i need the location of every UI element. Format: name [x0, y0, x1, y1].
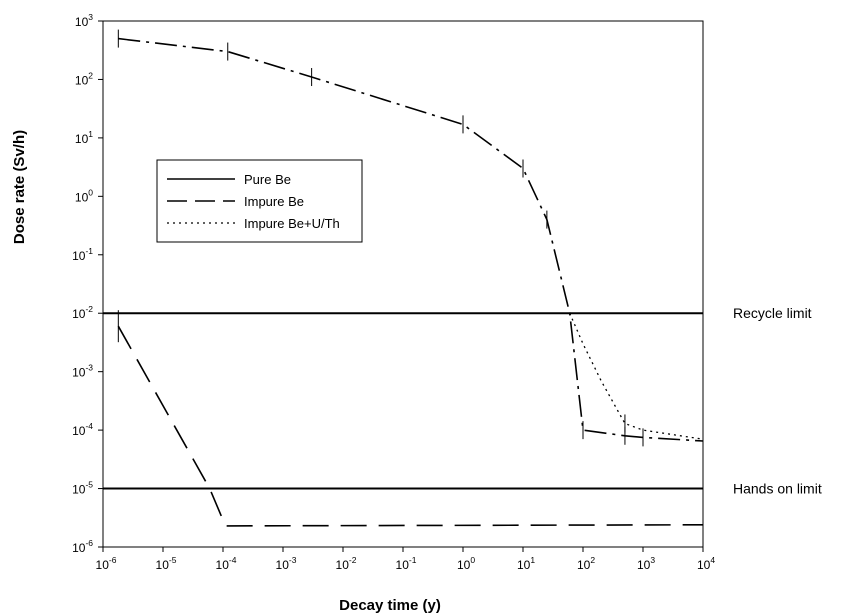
y-tick-label-base: 10 [72, 307, 86, 321]
legend-label: Impure Be+U/Th [244, 216, 340, 231]
x-tick-label-exponent: -1 [409, 555, 417, 565]
plot-frame [102, 20, 704, 548]
y-tick-label-base: 10 [75, 190, 89, 204]
y-tick-label-base: 10 [72, 541, 86, 555]
y-tick-label-exponent: 3 [88, 12, 93, 22]
y-tick-label: 10-6 [72, 538, 93, 555]
y-tick-label-base: 10 [72, 249, 86, 263]
x-tick-label-base: 10 [216, 558, 230, 572]
y-tick-label-base: 10 [72, 366, 86, 380]
reference-line-label: Recycle limit [733, 305, 812, 321]
x-axis-title: Decay time (y) [339, 597, 441, 614]
y-tick-label-base: 10 [75, 15, 89, 29]
y-tick-label: 101 [75, 129, 93, 146]
x-tick-label-exponent: -6 [109, 555, 117, 565]
y-tick-label: 10-5 [72, 480, 93, 497]
legend-label: Impure Be [244, 194, 304, 209]
x-tick-label-base: 10 [637, 558, 651, 572]
x-tick-label: 10-4 [216, 555, 237, 572]
series-line [569, 312, 704, 440]
x-tick-label: 10-2 [336, 555, 357, 572]
x-tick-label: 10-1 [396, 555, 417, 572]
x-tick-label-base: 10 [276, 558, 290, 572]
x-tick-label-exponent: 2 [590, 555, 595, 565]
x-tick-label-base: 10 [96, 558, 110, 572]
x-tick-label-exponent: 1 [530, 555, 535, 565]
y-tick-label: 10-3 [72, 363, 93, 380]
x-tick-label-exponent: 4 [710, 555, 715, 565]
x-axis-ticks: 10-6 10-5 10-4 10-3 10-2 10-1 100 101 102 103 104 [96, 547, 715, 572]
x-tick-label: 10-3 [276, 555, 297, 572]
y-tick-label-exponent: -6 [85, 538, 93, 548]
y-tick-label: 100 [75, 187, 93, 204]
legend: Pure Be Impure Be Impure Be+U/Th [156, 159, 363, 243]
y-tick-label: 10-2 [72, 304, 93, 321]
y-tick-label: 10-4 [72, 421, 93, 438]
x-tick-label: 104 [697, 555, 715, 572]
x-tick-label-exponent: -5 [169, 555, 177, 565]
y-tick-label-base: 10 [75, 132, 89, 146]
plot-area-border [102, 20, 704, 548]
series-3 [569, 312, 704, 440]
series-layer [117, 29, 704, 527]
y-tick-label-base: 10 [75, 73, 89, 87]
series-1 [117, 310, 704, 527]
y-tick-label-exponent: -1 [85, 246, 93, 256]
y-tick-label: 102 [75, 70, 93, 87]
series-line [117, 325, 704, 527]
y-tick-label: 10-1 [72, 246, 93, 263]
x-tick-label-base: 10 [396, 558, 410, 572]
y-axis-title: Dose rate (Sv/h) [11, 130, 28, 244]
y-tick-label-exponent: -2 [85, 304, 93, 314]
y-tick-label-exponent: -5 [85, 480, 93, 490]
x-tick-label: 103 [637, 555, 655, 572]
x-tick-label-exponent: -2 [349, 555, 357, 565]
y-tick-label-base: 10 [72, 424, 86, 438]
y-tick-label-exponent: 2 [88, 70, 93, 80]
y-tick-label-exponent: -3 [85, 363, 93, 373]
x-tick-label: 10-6 [96, 555, 117, 572]
y-tick-label-exponent: 1 [88, 129, 93, 139]
x-tick-label: 102 [577, 555, 595, 572]
legend-box [156, 159, 363, 243]
series-2 [117, 29, 704, 447]
x-tick-label: 10-5 [156, 555, 177, 572]
reference-line-label: Hands on limit [733, 481, 822, 497]
x-tick-label-base: 10 [156, 558, 170, 572]
y-tick-label-base: 10 [72, 483, 86, 497]
x-tick-label-exponent: -4 [229, 555, 237, 565]
y-tick-label: 103 [75, 12, 93, 29]
y-tick-label-exponent: -4 [85, 421, 93, 431]
x-tick-label-exponent: 0 [470, 555, 475, 565]
x-tick-label-base: 10 [697, 558, 711, 572]
x-tick-label-base: 10 [336, 558, 350, 572]
reference-lines: Recycle limit Hands on limit [103, 305, 822, 497]
x-tick-label: 101 [517, 555, 535, 572]
x-tick-label-base: 10 [457, 558, 471, 572]
legend-label: Pure Be [244, 172, 291, 187]
y-tick-label-exponent: 0 [88, 187, 93, 197]
x-tick-label-exponent: 3 [650, 555, 655, 565]
x-tick-label-base: 10 [577, 558, 591, 572]
x-tick-label-base: 10 [517, 558, 531, 572]
x-tick-label: 100 [457, 555, 475, 572]
x-tick-label-exponent: -3 [289, 555, 297, 565]
